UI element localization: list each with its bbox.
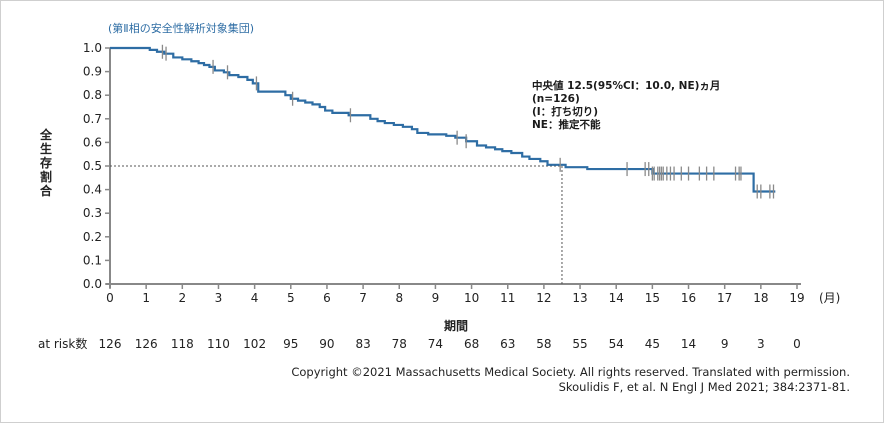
at-risk-value: 90 (319, 337, 334, 351)
x-tick-label: 17 (717, 291, 732, 305)
x-tick-label: 5 (287, 291, 295, 305)
y-tick-label: 1.0 (83, 41, 102, 55)
y-tick-label: 0.9 (83, 65, 102, 79)
x-tick-label: 7 (359, 291, 367, 305)
citation-line: Skoulidis F, et al. N Engl J Med 2021; 3… (558, 380, 850, 394)
x-tick-label: 10 (464, 291, 479, 305)
at-risk-value: 126 (99, 337, 122, 351)
at-risk-value: 102 (243, 337, 266, 351)
at-risk-value: 68 (464, 337, 479, 351)
at-risk-value: 55 (572, 337, 587, 351)
censor-marks (161, 44, 775, 199)
median-annotation: 中央値 12.5(95%CI：10.0, NE)ヵ月 (n=126) (I：打ち… (532, 80, 720, 132)
y-tick-label: 0.1 (83, 253, 102, 267)
annotation-ne: NE：推定不能 (532, 119, 601, 131)
y-axis-label: 全生存割合 (39, 128, 52, 198)
y-tick-label: 0.2 (83, 230, 102, 244)
x-tick-label: 2 (178, 291, 186, 305)
y-tick-label: 0.8 (83, 88, 102, 102)
x-tick-label: 4 (251, 291, 259, 305)
y-tick-label: 0.7 (83, 112, 102, 126)
x-tick-label: 18 (753, 291, 768, 305)
y-tick-label: 0.0 (83, 277, 102, 291)
annotation-median: 中央値 12.5(95%CI：10.0, NE)ヵ月 (532, 80, 721, 92)
y-tick-label: 0.3 (83, 206, 102, 220)
survival-curve (110, 46, 776, 193)
x-tick-label: 0 (106, 291, 114, 305)
at-risk-value: 74 (428, 337, 443, 351)
copyright-notice: Copyright ©2021 Massachusetts Medical So… (291, 365, 850, 395)
x-tick-label: 8 (395, 291, 403, 305)
at-risk-value: 95 (283, 337, 298, 351)
x-tick-label: 19 (789, 291, 804, 305)
x-tick-label: 1 (142, 291, 150, 305)
at-risk-value: 58 (536, 337, 551, 351)
x-tick-label: 15 (645, 291, 660, 305)
y-tick-label: 0.5 (83, 159, 102, 173)
at-risk-label: at risk数 (38, 336, 87, 351)
x-tick-label: 12 (536, 291, 551, 305)
annotation-censor-legend: (I：打ち切り) (532, 106, 599, 118)
at-risk-value: 54 (609, 337, 624, 351)
at-risk-value: 83 (355, 337, 370, 351)
at-risk-value: 9 (721, 337, 729, 351)
at-risk-row: at risk数 126 126 118 110 102 95 90 83 78 74 68 63 58 5… (38, 336, 801, 351)
at-risk-value: 126 (135, 337, 158, 351)
y-tick-label: 0.6 (83, 135, 102, 149)
at-risk-value: 0 (793, 337, 801, 351)
at-risk-value: 45 (645, 337, 660, 351)
survival-line (110, 46, 776, 193)
x-unit-label: (月) (819, 291, 840, 305)
x-tick-label: 14 (609, 291, 624, 305)
axes: 0.00.10.20.30.40.50.60.70.80.91.00 1 2 3 4 5 6… (83, 41, 840, 305)
y-tick-label: 0.4 (83, 183, 102, 197)
x-tick-label: 16 (681, 291, 696, 305)
x-tick-label: 11 (500, 291, 515, 305)
copyright-line: Copyright ©2021 Massachusetts Medical So… (291, 365, 850, 379)
x-tick-label: 9 (432, 291, 440, 305)
reference-lines (110, 165, 563, 284)
x-tick-label: 6 (323, 291, 331, 305)
annotation-n: (n=126) (532, 93, 580, 105)
chart-subtitle: (第Ⅱ相の安全性解析対象集団) (108, 22, 254, 35)
x-axis-label: 期間 (444, 319, 469, 333)
at-risk-value: 110 (207, 337, 230, 351)
at-risk-value: 63 (500, 337, 515, 351)
at-risk-value: 78 (392, 337, 407, 351)
x-tick-label: 13 (572, 291, 587, 305)
x-tick-label: 3 (215, 291, 223, 305)
at-risk-value: 14 (681, 337, 696, 351)
at-risk-value: 3 (757, 337, 765, 351)
at-risk-value: 118 (171, 337, 194, 351)
